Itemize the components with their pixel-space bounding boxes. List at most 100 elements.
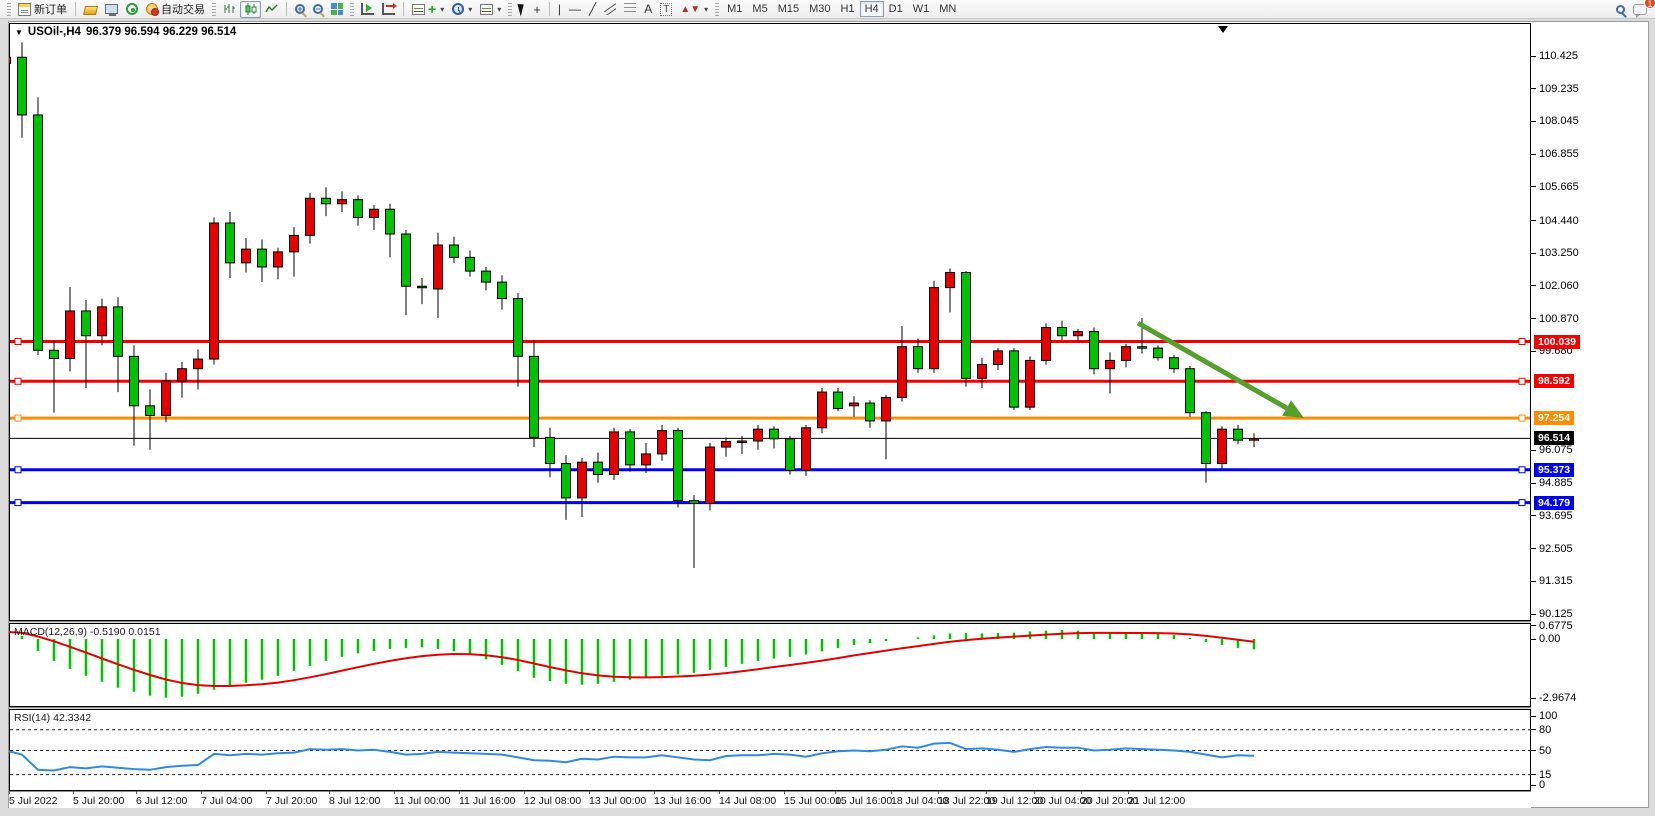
macd-panel-canvas[interactable] xyxy=(9,623,1531,707)
notifications-button[interactable]: 1 xyxy=(1629,0,1655,18)
candle-body[interactable] xyxy=(641,453,651,466)
candle-body[interactable] xyxy=(385,208,395,235)
tile-windows-button[interactable] xyxy=(327,1,347,18)
trend-arrow-annotation[interactable] xyxy=(1136,320,1304,418)
timeframe-button-mn[interactable]: MN xyxy=(939,3,957,15)
candle-body[interactable] xyxy=(673,430,683,502)
candle-body[interactable] xyxy=(337,199,347,205)
candle-body[interactable] xyxy=(689,500,699,504)
vertical-line-tool[interactable]: | xyxy=(554,1,565,18)
candle-body[interactable] xyxy=(833,391,843,410)
timeframe-button-d1[interactable]: D1 xyxy=(888,3,903,15)
terminal-button[interactable] xyxy=(101,1,122,18)
candle-body[interactable] xyxy=(65,310,75,360)
candle-body[interactable] xyxy=(97,306,107,337)
candle-body[interactable] xyxy=(657,430,667,455)
candle-body[interactable] xyxy=(737,440,747,443)
candle-body[interactable] xyxy=(1073,331,1083,337)
candle-body[interactable] xyxy=(849,402,859,407)
candle-body[interactable] xyxy=(1169,357,1179,370)
zoom-out-button[interactable]: − xyxy=(309,1,327,18)
candle-body[interactable] xyxy=(273,251,283,268)
candle-body[interactable] xyxy=(705,446,715,504)
candle-body[interactable] xyxy=(1153,347,1163,359)
candle-body[interactable] xyxy=(561,463,571,499)
candle-body[interactable] xyxy=(33,114,43,351)
candle-body[interactable] xyxy=(961,271,971,379)
candle-body[interactable] xyxy=(289,234,299,253)
channel-tool[interactable] xyxy=(600,1,620,18)
candle-body[interactable] xyxy=(529,355,539,438)
candle-body[interactable] xyxy=(1201,412,1211,465)
candle-body[interactable] xyxy=(1185,368,1195,414)
candle-body[interactable] xyxy=(993,350,1003,366)
candle-body[interactable] xyxy=(17,56,27,116)
candle-body[interactable] xyxy=(785,438,795,471)
candle-body[interactable] xyxy=(225,222,235,264)
candle-body[interactable] xyxy=(193,358,203,370)
candle-body[interactable] xyxy=(865,402,875,422)
chart-autoscroll-button[interactable] xyxy=(378,1,399,18)
candle-body[interactable] xyxy=(369,208,379,219)
candle-body[interactable] xyxy=(753,428,763,442)
candle-body[interactable] xyxy=(545,436,555,465)
candle-body[interactable] xyxy=(929,287,939,370)
timeframe-button-m15[interactable]: M15 xyxy=(777,3,800,15)
cursor-tool-button[interactable] xyxy=(515,1,529,18)
fibonacci-tool[interactable] xyxy=(620,1,640,18)
candle-body[interactable] xyxy=(577,461,587,499)
candle-body[interactable] xyxy=(1137,346,1147,349)
candle-body[interactable] xyxy=(897,346,907,399)
rsi-panel-canvas[interactable] xyxy=(9,709,1531,791)
candle-body[interactable] xyxy=(977,364,987,379)
candle-body[interactable] xyxy=(769,428,779,440)
candle-body[interactable] xyxy=(497,281,507,300)
bar-chart-button[interactable] xyxy=(219,1,240,18)
search-button[interactable] xyxy=(1612,1,1629,18)
candle-body[interactable] xyxy=(481,270,491,283)
candle-body[interactable] xyxy=(1009,350,1019,408)
candle-body[interactable] xyxy=(801,427,811,471)
candle-body[interactable] xyxy=(1105,359,1115,370)
candle-body[interactable] xyxy=(353,199,363,219)
line-chart-button[interactable] xyxy=(261,1,282,18)
candle-body[interactable] xyxy=(1217,428,1227,465)
candle-body[interactable] xyxy=(465,256,475,272)
timeframe-button-h4[interactable]: H4 xyxy=(859,1,884,17)
candle-body[interactable] xyxy=(113,306,123,357)
timeframe-button-h1[interactable]: H1 xyxy=(840,3,855,15)
candle-body[interactable] xyxy=(257,248,267,268)
candle-body[interactable] xyxy=(945,271,955,289)
candle-body[interactable] xyxy=(721,441,731,448)
candle-body[interactable] xyxy=(817,391,827,429)
horizontal-line-tool[interactable]: — xyxy=(565,1,585,18)
add-indicator-button[interactable]: + ▾ xyxy=(408,1,448,18)
candle-body[interactable] xyxy=(209,222,219,360)
trendline-tool[interactable]: ╱ xyxy=(585,1,600,18)
templates-button[interactable]: ▾ xyxy=(476,1,505,18)
candle-body[interactable] xyxy=(609,431,619,476)
candle-body[interactable] xyxy=(241,248,251,264)
candle-body[interactable] xyxy=(913,346,923,370)
candle-body[interactable] xyxy=(145,405,155,416)
candle-body[interactable] xyxy=(161,380,171,416)
candle-body[interactable] xyxy=(1041,326,1051,361)
candle-body[interactable] xyxy=(433,244,443,290)
periods-button[interactable]: ▾ xyxy=(448,1,476,18)
candle-body[interactable] xyxy=(593,461,603,476)
candle-body[interactable] xyxy=(1233,428,1243,441)
text-tool[interactable]: A xyxy=(640,1,656,18)
candle-body[interactable] xyxy=(305,197,315,236)
candle-body[interactable] xyxy=(449,244,459,258)
candle-body[interactable] xyxy=(1089,331,1099,370)
candle-body[interactable] xyxy=(401,233,411,287)
timeframe-button-m1[interactable]: M1 xyxy=(727,3,743,15)
main-chart-canvas[interactable] xyxy=(9,23,1531,621)
timeframe-button-m30[interactable]: M30 xyxy=(809,3,831,15)
candle-body[interactable] xyxy=(1025,359,1035,408)
timeframe-button-m5[interactable]: M5 xyxy=(752,3,768,15)
panel-splitter[interactable] xyxy=(9,707,1531,709)
candle-body[interactable] xyxy=(1249,438,1259,441)
candle-body[interactable] xyxy=(49,349,59,360)
candle-body[interactable] xyxy=(881,397,891,422)
